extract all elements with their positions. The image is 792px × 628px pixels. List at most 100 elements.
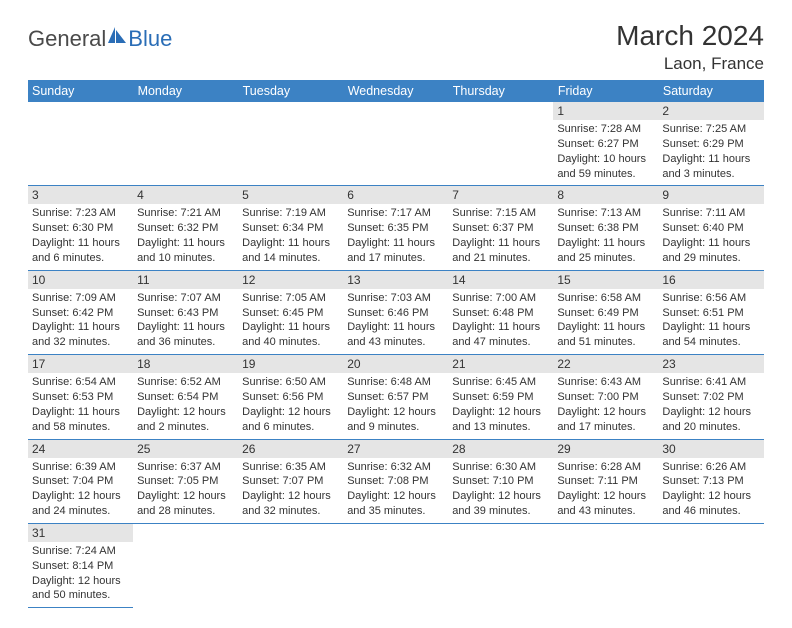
calendar-week-row: 1Sunrise: 7:28 AMSunset: 6:27 PMDaylight…: [28, 102, 764, 186]
day-sunset: Sunset: 7:10 PM: [452, 474, 549, 489]
day-daylight1: Daylight: 11 hours: [32, 236, 129, 251]
day-sunset: Sunset: 6:42 PM: [32, 306, 129, 321]
calendar-week-row: 10 Sunrise: 7:09 AMSunset: 6:42 PM Dayligh…: [28, 270, 764, 354]
day-daylight2: and 10 minutes.: [137, 251, 234, 266]
day-daylight2: and 32 minutes.: [242, 504, 339, 519]
day-daylight1: Daylight: 12 hours: [137, 489, 234, 504]
day-number: 30: [658, 440, 763, 458]
day-sunset: Sunset: 6:37 PM: [452, 221, 549, 236]
day-daylight1: Daylight: 11 hours: [662, 236, 759, 251]
calendar-day-cell: [343, 523, 448, 607]
calendar-day-cell: [133, 523, 238, 607]
day-daylight1: Daylight: 12 hours: [242, 405, 339, 420]
day-number: 21: [448, 355, 553, 373]
day-header-row: Sunday Monday Tuesday Wednesday Thursday…: [28, 80, 764, 102]
day-sunset: Sunset: 8:14 PM: [32, 559, 129, 574]
day-daylight2: and 2 minutes.: [137, 420, 234, 435]
calendar-day-cell: [553, 523, 658, 607]
day-sunset: Sunset: 7:08 PM: [347, 474, 444, 489]
day-sunset: Sunset: 6:53 PM: [32, 390, 129, 405]
day-sunrise: Sunrise: 7:09 AM: [32, 291, 129, 306]
day-daylight2: and 9 minutes.: [347, 420, 444, 435]
day-sunset: Sunset: 7:07 PM: [242, 474, 339, 489]
day-number: 17: [28, 355, 133, 373]
day-details: Sunrise: 7:15 AMSunset: 6:37 PMDaylight:…: [448, 204, 553, 269]
day-sunset: Sunset: 6:45 PM: [242, 306, 339, 321]
day-sunrise: Sunrise: 7:13 AM: [557, 206, 654, 221]
day-number: 8: [553, 186, 658, 204]
calendar-day-cell: 6Sunrise: 7:17 AMSunset: 6:35 PMDaylight…: [343, 186, 448, 270]
day-number: 13: [343, 271, 448, 289]
day-daylight1: Daylight: 11 hours: [557, 236, 654, 251]
calendar-day-cell: 30Sunrise: 6:26 AMSunset: 7:13 PMDayligh…: [658, 439, 763, 523]
day-sunset: Sunset: 6:32 PM: [137, 221, 234, 236]
day-sunrise: Sunrise: 7:21 AM: [137, 206, 234, 221]
day-details: Sunrise: 6:56 AMSunset: 6:51 PMDaylight:…: [658, 289, 763, 354]
day-daylight2: and 24 minutes.: [32, 504, 129, 519]
day-daylight1: Daylight: 11 hours: [242, 320, 339, 335]
day-details: Sunrise: 6:48 AMSunset: 6:57 PMDaylight:…: [343, 373, 448, 438]
day-daylight2: and 29 minutes.: [662, 251, 759, 266]
calendar-day-cell: 27Sunrise: 6:32 AMSunset: 7:08 PMDayligh…: [343, 439, 448, 523]
calendar-day-cell: [238, 523, 343, 607]
calendar-day-cell: 5Sunrise: 7:19 AMSunset: 6:34 PMDaylight…: [238, 186, 343, 270]
brand-part2: Blue: [128, 26, 172, 52]
location: Laon, France: [616, 54, 764, 74]
day-number: 31: [28, 524, 133, 542]
day-sunset: Sunset: 6:34 PM: [242, 221, 339, 236]
day-daylight2: and 50 minutes.: [32, 588, 129, 603]
calendar-day-cell: [448, 523, 553, 607]
day-number: 4: [133, 186, 238, 204]
day-details: Sunrise: 6:54 AMSunset: 6:53 PMDaylight:…: [28, 373, 133, 438]
day-details: Sunrise: 6:26 AMSunset: 7:13 PMDaylight:…: [658, 458, 763, 523]
calendar-day-cell: 28Sunrise: 6:30 AMSunset: 7:10 PMDayligh…: [448, 439, 553, 523]
day-number: 26: [238, 440, 343, 458]
day-details: Sunrise: 6:43 AMSunset: 7:00 PMDaylight:…: [553, 373, 658, 438]
day-header: Saturday: [658, 80, 763, 102]
day-sunrise: Sunrise: 6:39 AM: [32, 460, 129, 475]
day-daylight2: and 40 minutes.: [242, 335, 339, 350]
day-daylight2: and 6 minutes.: [242, 420, 339, 435]
day-daylight1: Daylight: 11 hours: [452, 320, 549, 335]
day-details: Sunrise: 6:50 AMSunset: 6:56 PMDaylight:…: [238, 373, 343, 438]
calendar-day-cell: 11Sunrise: 7:07 AMSunset: 6:43 PMDayligh…: [133, 270, 238, 354]
calendar-day-cell: 4Sunrise: 7:21 AMSunset: 6:32 PMDaylight…: [133, 186, 238, 270]
day-details: Sunrise: 7:03 AMSunset: 6:46 PMDaylight:…: [343, 289, 448, 354]
calendar-day-cell: 2Sunrise: 7:25 AMSunset: 6:29 PMDaylight…: [658, 102, 763, 186]
header: General Blue March 2024 Laon, France: [28, 20, 764, 74]
day-daylight2: and 47 minutes.: [452, 335, 549, 350]
day-sunrise: Sunrise: 7:28 AM: [557, 122, 654, 137]
calendar-day-cell: 19Sunrise: 6:50 AMSunset: 6:56 PMDayligh…: [238, 355, 343, 439]
day-sunset: Sunset: 6:51 PM: [662, 306, 759, 321]
day-daylight1: Daylight: 11 hours: [662, 152, 759, 167]
day-daylight1: Daylight: 11 hours: [557, 320, 654, 335]
calendar-day-cell: 20Sunrise: 6:48 AMSunset: 6:57 PMDayligh…: [343, 355, 448, 439]
calendar-day-cell: 16Sunrise: 6:56 AMSunset: 6:51 PMDayligh…: [658, 270, 763, 354]
day-sunset: Sunset: 6:40 PM: [662, 221, 759, 236]
day-daylight2: and 35 minutes.: [347, 504, 444, 519]
day-sunset: Sunset: 7:05 PM: [137, 474, 234, 489]
day-number-empty: [133, 102, 238, 120]
day-daylight1: Daylight: 11 hours: [452, 236, 549, 251]
day-number: 10: [28, 271, 133, 289]
day-daylight2: and 39 minutes.: [452, 504, 549, 519]
day-sunrise: Sunrise: 7:03 AM: [347, 291, 444, 306]
day-daylight1: Daylight: 11 hours: [32, 405, 129, 420]
day-number-empty: [343, 524, 448, 542]
day-details: Sunrise: 7:24 AMSunset: 8:14 PMDaylight:…: [28, 542, 133, 607]
day-details: Sunrise: 6:30 AMSunset: 7:10 PMDaylight:…: [448, 458, 553, 523]
day-sunrise: Sunrise: 7:15 AM: [452, 206, 549, 221]
day-number-empty: [238, 524, 343, 542]
calendar-table: Sunday Monday Tuesday Wednesday Thursday…: [28, 80, 764, 608]
day-daylight2: and 21 minutes.: [452, 251, 549, 266]
day-sunrise: Sunrise: 7:07 AM: [137, 291, 234, 306]
calendar-day-cell: 8Sunrise: 7:13 AMSunset: 6:38 PMDaylight…: [553, 186, 658, 270]
day-number: 19: [238, 355, 343, 373]
sail-icon: [108, 27, 128, 43]
brand-part1: General: [28, 26, 106, 52]
day-details: Sunrise: 7:25 AMSunset: 6:29 PMDaylight:…: [658, 120, 763, 185]
day-sunrise: Sunrise: 7:11 AM: [662, 206, 759, 221]
day-daylight2: and 28 minutes.: [137, 504, 234, 519]
day-daylight2: and 14 minutes.: [242, 251, 339, 266]
day-number: 6: [343, 186, 448, 204]
